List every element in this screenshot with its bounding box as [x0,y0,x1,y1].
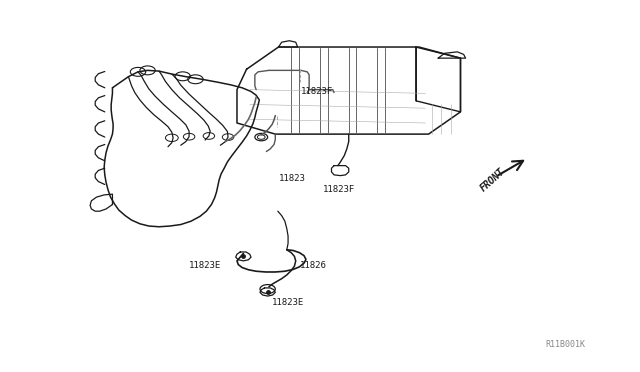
Text: 11823F: 11823F [301,87,333,96]
Text: FRONT: FRONT [478,167,507,194]
Text: 11823E: 11823E [189,261,221,270]
Text: 11826: 11826 [300,261,326,270]
Text: 11823F: 11823F [323,185,355,194]
Text: 11823: 11823 [278,174,305,183]
Text: R11B001K: R11B001K [545,340,585,349]
Text: 11823E: 11823E [272,298,305,307]
